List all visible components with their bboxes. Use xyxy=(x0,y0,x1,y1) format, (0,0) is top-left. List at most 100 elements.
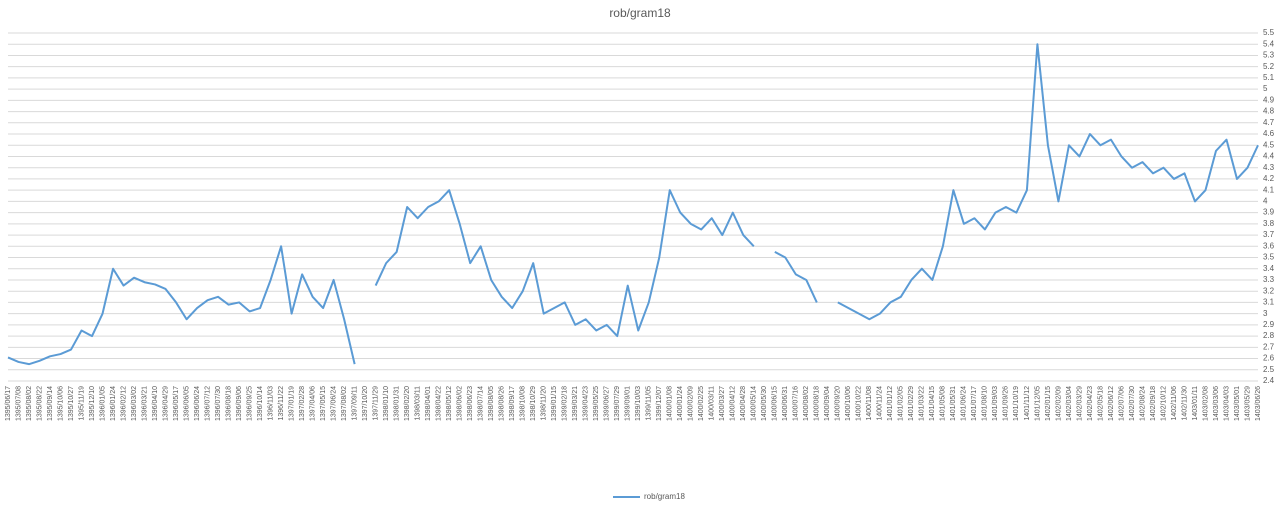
x-tick-label: 1399/05/25 xyxy=(593,386,600,421)
y-tick-label: 2.6 xyxy=(1263,354,1275,363)
y-tick-label: 4.1 xyxy=(1263,185,1275,194)
x-tick-label: 1397/08/02 xyxy=(341,386,348,421)
x-tick-label: 1401/04/15 xyxy=(929,386,936,421)
x-tick-label: 1402/01/15 xyxy=(1045,386,1052,421)
x-tick-label: 1395/08/02 xyxy=(26,386,33,421)
x-tick-label: 1399/01/15 xyxy=(551,386,558,421)
x-tick-label: 1401/05/08 xyxy=(940,386,947,421)
x-tick-label: 1395/10/27 xyxy=(68,386,75,421)
y-tick-label: 5.3 xyxy=(1263,51,1275,60)
x-tick-label: 1403/02/08 xyxy=(1202,386,1209,421)
x-tick-label: 1402/10/12 xyxy=(1160,386,1167,421)
x-tick-label: 1400/02/25 xyxy=(698,386,705,421)
x-tick-label: 1402/11/06 xyxy=(1171,386,1178,421)
x-tick-label: 1395/11/19 xyxy=(78,386,85,421)
x-tick-label: 1399/02/18 xyxy=(562,386,569,421)
y-tick-label: 4.7 xyxy=(1263,118,1275,127)
legend-label: rob/gram18 xyxy=(644,492,685,501)
x-tick-label: 1402/05/18 xyxy=(1097,386,1104,421)
x-tick-label: 1402/11/30 xyxy=(1181,386,1188,421)
x-tick-label: 1400/04/12 xyxy=(730,386,737,421)
x-tick-label: 1400/03/27 xyxy=(719,386,726,421)
y-tick-label: 2.5 xyxy=(1263,365,1275,374)
x-tick-label: 1403/04/03 xyxy=(1223,386,1230,421)
y-tick-label: 4 xyxy=(1263,196,1268,205)
x-tick-label: 1401/03/22 xyxy=(919,386,926,421)
y-tick-label: 3.7 xyxy=(1263,230,1275,239)
y-tick-label: 4.5 xyxy=(1263,140,1275,149)
y-tick-label: 2.8 xyxy=(1263,331,1275,340)
x-tick-label: 1398/04/22 xyxy=(436,386,443,421)
y-tick-label: 4.2 xyxy=(1263,174,1275,183)
x-tick-label: 1396/06/24 xyxy=(194,386,201,421)
x-tick-label: 1396/05/17 xyxy=(173,386,180,421)
x-tick-label: 1396/01/24 xyxy=(110,386,117,421)
x-tick-label: 1402/06/12 xyxy=(1108,386,1115,421)
x-tick-label: 1399/07/29 xyxy=(614,386,621,421)
x-tick-label: 1396/03/21 xyxy=(141,386,148,421)
x-tick-label: 1397/11/29 xyxy=(372,386,379,421)
x-tick-label: 1399/06/27 xyxy=(604,386,611,421)
x-tick-label: 1398/10/08 xyxy=(520,386,527,421)
x-tick-label: 1396/07/12 xyxy=(204,386,211,421)
x-tick-label: 1395/09/14 xyxy=(47,386,54,421)
x-tick-label: 1400/04/28 xyxy=(740,386,747,421)
x-tick-label: 1399/09/01 xyxy=(625,386,632,421)
x-tick-label: 1401/12/05 xyxy=(1034,386,1041,421)
x-tick-label: 1398/06/23 xyxy=(467,386,474,421)
x-tick-label: 1401/06/24 xyxy=(961,386,968,421)
y-tick-label: 2.4 xyxy=(1263,376,1275,385)
x-tick-label: 1399/10/03 xyxy=(635,386,642,421)
x-tick-label: 1396/07/30 xyxy=(215,386,222,421)
y-tick-label: 3.9 xyxy=(1263,208,1275,217)
x-tick-label: 1398/11/20 xyxy=(541,386,548,421)
x-tick-label: 1395/10/06 xyxy=(57,386,64,421)
x-tick-label: 1401/02/29 xyxy=(908,386,915,421)
x-tick-label: 1403/03/06 xyxy=(1213,386,1220,421)
y-tick-label: 5.1 xyxy=(1263,73,1275,82)
x-tick-label: 1397/02/28 xyxy=(299,386,306,421)
x-tick-label: 1396/09/25 xyxy=(246,386,253,421)
x-tick-label: 1400/01/08 xyxy=(667,386,674,421)
x-tick-label: 1398/05/12 xyxy=(446,386,453,421)
y-tick-label: 3.6 xyxy=(1263,241,1275,250)
x-tick-label: 1400/08/18 xyxy=(814,386,821,421)
y-tick-label: 3.3 xyxy=(1263,275,1275,284)
x-tick-label: 1402/02/09 xyxy=(1055,386,1062,421)
data-line xyxy=(7,43,1259,366)
x-tick-label: 1400/03/11 xyxy=(709,386,716,421)
x-tick-label: 1399/12/07 xyxy=(656,386,663,421)
x-tick-label: 1401/11/12 xyxy=(1024,386,1031,421)
x-tick-label: 1402/07/06 xyxy=(1118,386,1125,421)
y-tick-label: 4.6 xyxy=(1263,129,1275,138)
x-tick-label: 1396/01/05 xyxy=(99,386,106,421)
x-tick-label: 1396/03/02 xyxy=(131,386,138,421)
x-tick-label: 1402/08/24 xyxy=(1139,386,1146,421)
x-tick-label: 1395/06/17 xyxy=(5,386,12,421)
x-tick-label: 1397/10/20 xyxy=(362,386,369,421)
x-tick-label: 1402/09/18 xyxy=(1150,386,1157,421)
x-tick-label: 1400/06/15 xyxy=(772,386,779,421)
x-tick-label: 1401/01/12 xyxy=(887,386,894,421)
x-tick-label: 1400/05/14 xyxy=(751,386,758,421)
x-tick-label: 1399/03/21 xyxy=(572,386,579,421)
x-tick-label: 1403/05/29 xyxy=(1244,386,1251,421)
x-tick-label: 1403/05/01 xyxy=(1234,386,1241,421)
chart-title: rob/gram18 xyxy=(609,6,671,20)
y-tick-label: 4.4 xyxy=(1263,152,1275,161)
x-tick-label: 1398/10/29 xyxy=(530,386,537,421)
x-tick-label: 1398/08/26 xyxy=(499,386,506,421)
x-tick-label: 1400/10/22 xyxy=(856,386,863,421)
x-tick-label: 1401/09/03 xyxy=(992,386,999,421)
x-tick-label: 1396/10/14 xyxy=(257,386,264,421)
x-tick-label: 1395/07/08 xyxy=(15,386,22,421)
x-tick-label: 1397/09/11 xyxy=(351,386,358,421)
x-tick-label: 1402/07/30 xyxy=(1129,386,1136,421)
x-tick-label: 1398/09/17 xyxy=(509,386,516,421)
x-tick-label: 1398/01/10 xyxy=(383,386,390,421)
x-tick-label: 1399/04/23 xyxy=(583,386,590,421)
y-tick-label: 5.2 xyxy=(1263,62,1275,71)
x-tick-label: 1397/04/06 xyxy=(309,386,316,421)
y-tick-label: 3.4 xyxy=(1263,264,1275,273)
